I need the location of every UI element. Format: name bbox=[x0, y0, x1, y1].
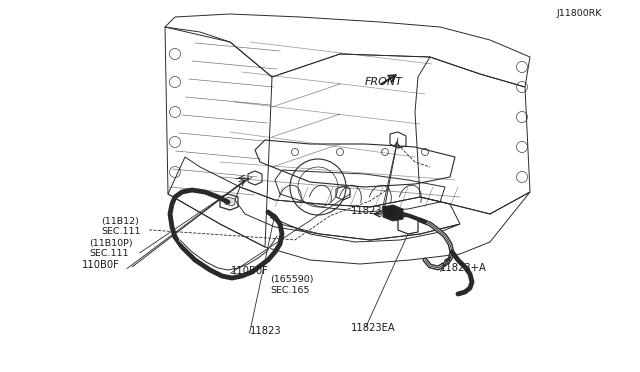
Text: FRONT: FRONT bbox=[365, 77, 403, 87]
Text: (11B10P): (11B10P) bbox=[90, 239, 133, 248]
Text: 110B0F: 110B0F bbox=[230, 266, 268, 276]
Text: SEC.111: SEC.111 bbox=[101, 227, 141, 236]
Text: J11800RK: J11800RK bbox=[557, 9, 602, 17]
Text: 11823+A: 11823+A bbox=[440, 263, 487, 273]
Text: 11823: 11823 bbox=[250, 326, 281, 336]
Polygon shape bbox=[383, 205, 403, 221]
Polygon shape bbox=[225, 197, 235, 206]
Text: (11B12): (11B12) bbox=[101, 217, 139, 226]
Text: SEC.111: SEC.111 bbox=[90, 249, 129, 258]
Text: (165590): (165590) bbox=[270, 275, 314, 284]
Text: SEC.165: SEC.165 bbox=[270, 286, 310, 295]
Text: 11823EA: 11823EA bbox=[351, 206, 396, 216]
Text: 110B0F: 110B0F bbox=[82, 260, 120, 270]
Text: 11823EA: 11823EA bbox=[351, 323, 396, 333]
